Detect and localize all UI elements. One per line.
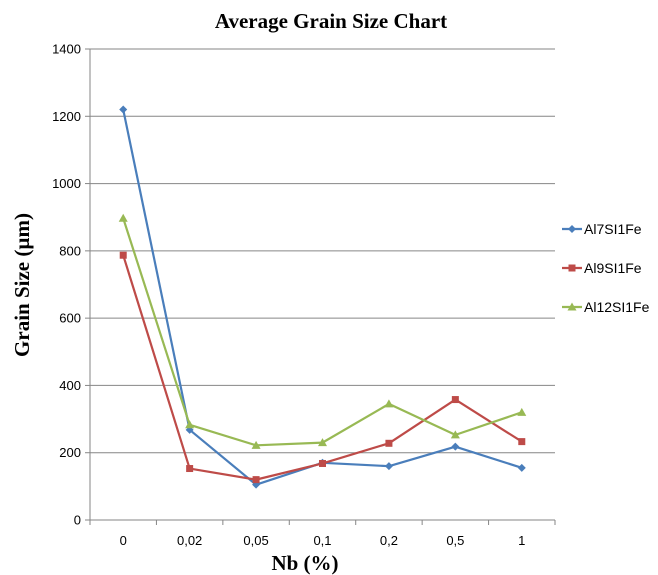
data-point xyxy=(119,105,128,114)
legend: Al7SI1Fe Al9SI1Fe Al12SI1Fe xyxy=(562,221,650,315)
x-tick-label: 0,05 xyxy=(243,533,268,548)
x-tick-labels: 0 0,02 0,05 0,1 0,2 0,5 1 xyxy=(120,533,526,548)
y-tick-label: 800 xyxy=(59,243,81,258)
y-tick-label: 0 xyxy=(74,513,81,528)
series xyxy=(118,105,527,489)
y-tick-label: 1000 xyxy=(52,176,81,191)
data-point xyxy=(450,430,460,439)
x-tick-label: 0 xyxy=(120,533,127,548)
y-tick-label: 600 xyxy=(59,311,81,326)
legend-marker xyxy=(568,264,576,272)
data-point xyxy=(118,213,128,222)
data-point xyxy=(451,396,459,404)
data-point xyxy=(251,440,261,449)
series-line xyxy=(122,109,523,486)
series-al12si1fe xyxy=(118,213,527,449)
data-point xyxy=(384,399,394,408)
series-al9si1fe xyxy=(119,251,526,484)
legend-item-al12si1fe: Al12SI1Fe xyxy=(562,299,650,315)
data-point xyxy=(518,438,526,446)
x-tick-label: 0,2 xyxy=(380,533,398,548)
y-tick-label: 200 xyxy=(59,445,81,460)
x-tick-label: 0,1 xyxy=(313,533,331,548)
gridlines xyxy=(90,48,555,454)
data-point xyxy=(385,439,393,447)
data-point xyxy=(384,462,393,471)
y-tick-label: 1200 xyxy=(52,109,81,124)
legend-item-al9si1fe: Al9SI1Fe xyxy=(562,260,642,276)
x-axis-title: Nb (%) xyxy=(271,551,338,575)
x-tick-label: 1 xyxy=(518,533,525,548)
x-tick-label: 0,5 xyxy=(446,533,464,548)
data-point xyxy=(119,251,127,259)
legend-label: Al12SI1Fe xyxy=(584,299,650,315)
data-point xyxy=(186,465,194,473)
y-axis-title: Grain Size (µm) xyxy=(10,213,34,357)
y-tick-labels: 0 200 400 600 800 1000 1200 1400 xyxy=(52,42,81,528)
data-point xyxy=(319,459,326,467)
data-point xyxy=(318,438,327,447)
data-point xyxy=(185,420,195,429)
legend-label: Al9SI1Fe xyxy=(584,260,642,276)
axes xyxy=(85,48,556,525)
x-tick-label: 0,02 xyxy=(177,533,202,548)
legend-marker xyxy=(567,302,577,311)
legend-marker xyxy=(568,225,576,233)
data-point xyxy=(517,407,527,416)
legend-item-al7si1fe: Al7SI1Fe xyxy=(562,221,642,237)
data-point xyxy=(252,476,260,484)
data-point xyxy=(451,442,460,451)
legend-label: Al7SI1Fe xyxy=(584,221,642,237)
chart-title: Average Grain Size Chart xyxy=(215,9,447,33)
data-point xyxy=(517,463,526,472)
series-line xyxy=(122,217,523,447)
y-tick-label: 400 xyxy=(59,378,81,393)
y-tick-label: 1400 xyxy=(52,42,81,57)
